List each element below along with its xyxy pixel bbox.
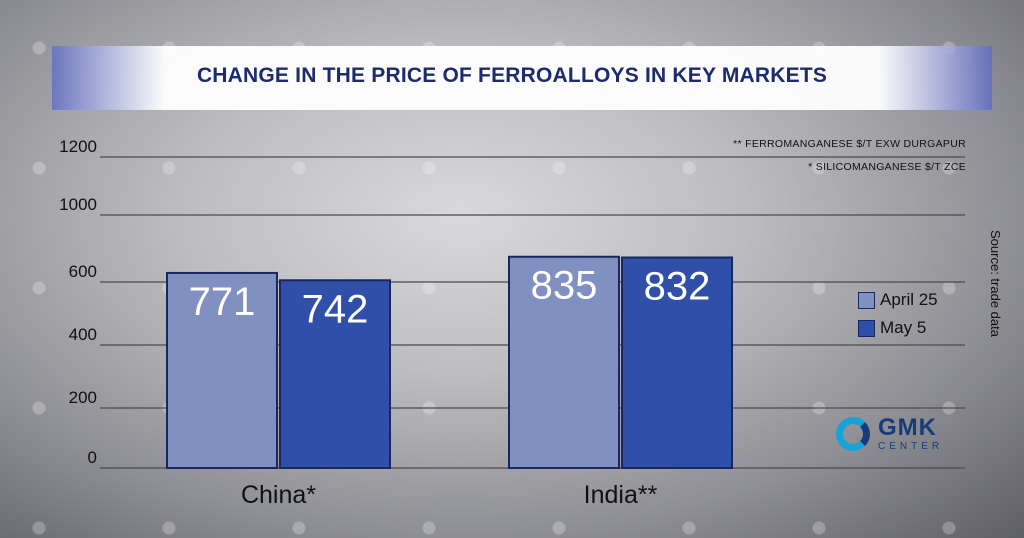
- y-tick-label: 200: [69, 388, 97, 407]
- logo-main-text: GMK: [878, 414, 937, 441]
- legend-item-may: May 5: [858, 314, 938, 342]
- source-label: Source: trade data: [988, 230, 1003, 337]
- bar: [279, 279, 391, 469]
- logo-sub-text: CENTER: [878, 441, 944, 452]
- chart-title: CHANGE IN THE PRICE OF FERROALLOYS IN KE…: [196, 64, 828, 87]
- gmk-logo: GMK CENTER: [836, 416, 943, 452]
- note-silicomanganese: * SILICOMANGANESE $/T ZCE: [808, 161, 966, 173]
- x-category-label: China*: [241, 481, 316, 509]
- legend: April 25 May 5: [858, 286, 938, 342]
- y-tick-label: 0: [88, 448, 97, 467]
- logo-ring-icon: [836, 417, 870, 451]
- legend-swatch-may: [858, 319, 875, 337]
- y-tick-label: 400: [69, 325, 97, 344]
- legend-item-april: April 25: [858, 286, 938, 314]
- bar-value-label: 832: [644, 265, 711, 309]
- bar: [621, 256, 733, 469]
- legend-swatch-april: [858, 291, 875, 309]
- bar: [508, 255, 620, 469]
- y-tick-label: 1200: [59, 137, 97, 156]
- note-ferromanganese: ** FERROMANGANESE $/T EXW DURGAPUR: [733, 138, 966, 150]
- title-banner: [52, 46, 992, 110]
- bar-value-label: 771: [189, 280, 256, 324]
- legend-label-may: May 5: [880, 318, 927, 337]
- bar-value-label: 742: [302, 287, 369, 331]
- y-tick-label: 600: [69, 262, 97, 281]
- legend-label-april: April 25: [880, 290, 938, 309]
- bar-value-label: 835: [531, 264, 598, 308]
- y-tick-label: 1000: [59, 195, 97, 214]
- bar: [166, 271, 278, 470]
- x-category-label: India**: [584, 481, 658, 509]
